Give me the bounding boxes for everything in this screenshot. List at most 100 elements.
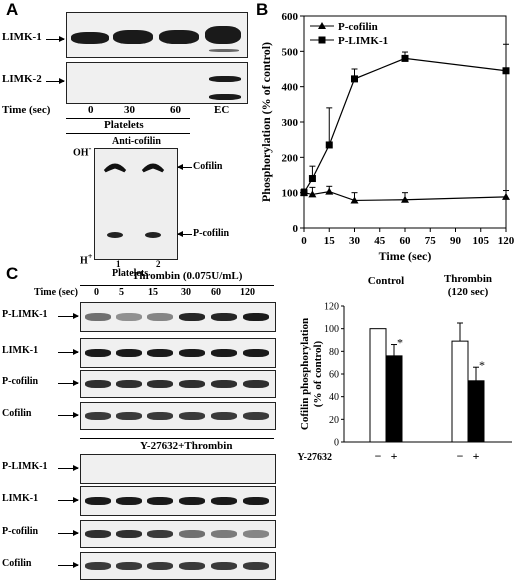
blot-band	[179, 349, 205, 357]
y-tick-label: 60	[329, 370, 339, 381]
treatment-mark: −	[457, 449, 464, 463]
row-label-limk2: LIMK-2	[2, 73, 42, 85]
blot-band	[205, 26, 241, 44]
h-label: H+	[80, 252, 93, 267]
legend-marker	[318, 36, 326, 44]
blot-band	[147, 562, 173, 570]
bar	[451, 340, 469, 443]
blot-strip	[80, 402, 276, 430]
lane-label: 60	[211, 287, 221, 298]
blot-band	[147, 412, 173, 420]
blot-row-label: Cofilin	[2, 558, 32, 569]
header-line	[80, 285, 274, 286]
y-tick-label: 100	[282, 188, 299, 200]
treatment-mark: −	[375, 449, 382, 463]
y-tick-label: 20	[329, 415, 339, 426]
y-tick-label: 400	[282, 82, 299, 94]
blot-strip	[80, 520, 276, 548]
blot-arrow	[58, 380, 79, 386]
y-axis-label: Cofilin phosphorylation(% of control)	[299, 318, 324, 430]
inset-lane: 1	[116, 259, 121, 269]
blot-band	[85, 530, 111, 538]
blot-row-label: P-cofilin	[2, 376, 39, 387]
blot-row-label: Cofilin	[2, 408, 32, 419]
data-point	[308, 175, 316, 183]
bar	[385, 355, 403, 443]
data-point	[351, 75, 358, 83]
y-axis-label: Phosphorylation (% of control)	[259, 42, 273, 202]
group-label-platelets: Platelets	[104, 119, 144, 131]
significance-star: *	[397, 336, 403, 350]
treatment-label: Y-27632	[297, 452, 332, 463]
time-label-a: Time (sec)	[2, 104, 51, 116]
treatment-mark: +	[391, 449, 398, 463]
y-tick-label: 500	[282, 46, 299, 58]
blot-arrow	[58, 465, 79, 471]
legend-label: P-cofilin	[338, 21, 378, 33]
blot-limk2	[66, 62, 248, 104]
bar	[369, 328, 387, 443]
lane-label: 5	[119, 287, 124, 298]
arrow-pcofilin	[177, 231, 192, 237]
blot-band	[159, 30, 199, 44]
blot-strip	[80, 454, 276, 484]
inset-title: Anti-cofilin	[112, 136, 161, 147]
y-tick-label: 40	[329, 392, 339, 403]
blot-band	[147, 497, 173, 505]
data-point	[502, 67, 510, 75]
x-tick-label: 60	[400, 235, 412, 247]
blot-band	[179, 313, 205, 321]
blot-band	[211, 313, 237, 321]
header-line	[80, 438, 274, 439]
y-tick-label: 200	[282, 152, 299, 164]
data-point	[308, 190, 317, 198]
y-tick-label: 300	[282, 117, 299, 129]
data-point	[401, 54, 409, 62]
blot-band	[113, 30, 153, 44]
legend-label: P-LIMK-1	[338, 35, 388, 47]
blot-band	[116, 349, 142, 357]
blot-band	[243, 530, 269, 538]
blot-band	[211, 497, 237, 505]
blot-band	[71, 32, 109, 44]
chart-c: 0 20 40 60 80 100 120 Control Thrombin(120 sec) Y…	[297, 273, 512, 463]
blot-band	[243, 349, 269, 357]
bar	[467, 380, 485, 443]
blot-band	[116, 530, 142, 538]
blot-band	[243, 497, 269, 505]
blot-band	[243, 380, 269, 388]
blot-arrow	[58, 412, 79, 418]
x-tick-label: 75	[425, 235, 437, 247]
treatment-mark: +	[473, 449, 480, 463]
blot-band	[85, 380, 111, 388]
data-point	[401, 195, 409, 203]
blot-band	[116, 313, 142, 321]
blot-band	[85, 313, 111, 321]
blot-strip	[80, 552, 276, 580]
data-point	[350, 196, 359, 204]
lane-label: 30	[124, 104, 135, 116]
group-label: Control	[368, 275, 404, 287]
x-tick-label: 30	[349, 235, 361, 247]
blot-band	[85, 497, 111, 505]
lane-label: 60	[170, 104, 181, 116]
x-tick-label: 0	[301, 235, 307, 247]
blot-band	[209, 49, 239, 52]
blot-band	[211, 412, 237, 420]
blot-arrow	[58, 313, 79, 319]
blot-strip	[80, 486, 276, 516]
group-line	[66, 118, 190, 119]
blot-arrow	[58, 562, 79, 568]
arrow-limk2	[46, 78, 65, 84]
blot-band	[147, 530, 173, 538]
lane-label: 15	[148, 287, 158, 298]
y27632-header: Y-27632+Thrombin	[140, 440, 233, 452]
lane-label: EC	[214, 104, 230, 116]
x-tick-label: 90	[450, 235, 462, 247]
x-tick-label: 105	[473, 235, 490, 247]
blot-arrow	[58, 349, 79, 355]
data-point	[300, 189, 308, 197]
blot-band	[243, 562, 269, 570]
inset-cofilin-label: Cofilin	[193, 161, 223, 172]
blot-band	[211, 562, 237, 570]
